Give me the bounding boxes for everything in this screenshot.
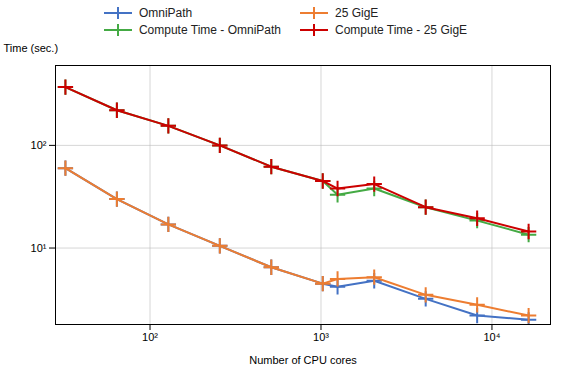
svg-text:10⁴: 10⁴ xyxy=(483,331,500,343)
svg-text:10³: 10³ xyxy=(313,331,329,343)
svg-text:10²: 10² xyxy=(142,331,158,343)
html-text:Compute Time - OmniPath: Compute Time - OmniPath xyxy=(138,23,281,37)
svg-text:Number of CPU cores: Number of CPU cores xyxy=(249,354,357,366)
svg-text:10²: 10² xyxy=(31,139,47,151)
svg-text:10¹: 10¹ xyxy=(31,242,47,254)
html-text:Compute Time - 25 GigE: Compute Time - 25 GigE xyxy=(335,23,468,37)
html-text:OmniPath: OmniPath xyxy=(138,6,193,20)
html-text:25 GigE: 25 GigE xyxy=(335,6,379,20)
svg-text:Time (sec.): Time (sec.) xyxy=(4,42,59,54)
